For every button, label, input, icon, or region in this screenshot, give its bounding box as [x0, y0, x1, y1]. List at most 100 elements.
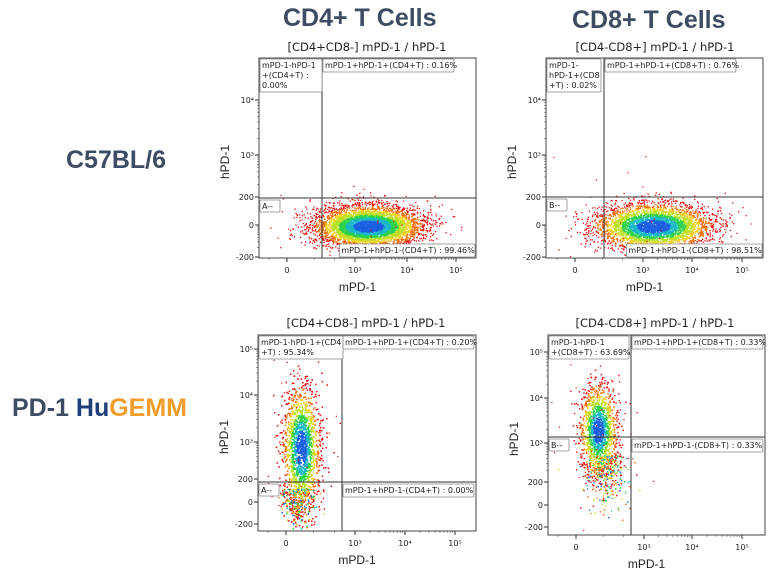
event-dot	[382, 238, 384, 240]
event-dot	[338, 236, 340, 238]
event-dot	[371, 237, 374, 239]
event-dot	[381, 218, 384, 221]
event-dot	[345, 219, 347, 221]
event-dot	[375, 210, 378, 212]
event-dot	[341, 192, 343, 194]
event-dot	[348, 228, 350, 230]
event-dot	[394, 220, 396, 222]
event-dot	[416, 205, 419, 208]
event-dot	[378, 236, 380, 238]
event-dot	[359, 192, 361, 195]
event-dot	[393, 204, 395, 206]
event-dot	[339, 233, 341, 235]
event-dot	[380, 212, 382, 215]
event-dot	[318, 222, 320, 224]
event-dot	[381, 199, 383, 202]
event-dot	[341, 236, 343, 238]
event-dot	[405, 224, 407, 226]
event-dot	[326, 232, 328, 234]
event-dot	[342, 236, 344, 238]
event-dot	[392, 237, 394, 239]
event-dot	[325, 245, 328, 247]
event-dot	[423, 223, 425, 226]
event-dot	[387, 223, 389, 225]
event-dot	[368, 207, 370, 209]
event-dot	[333, 219, 336, 221]
event-dot	[372, 215, 374, 218]
event-dot	[326, 217, 328, 219]
event-dot	[357, 208, 360, 210]
event-dot	[365, 219, 367, 221]
event-dot	[355, 211, 357, 213]
event-dot	[381, 225, 384, 227]
event-dot	[351, 241, 353, 243]
event-dot	[339, 220, 341, 223]
event-dot	[387, 209, 390, 211]
event-dot	[353, 220, 355, 222]
event-dot	[340, 232, 342, 234]
event-dot	[376, 212, 378, 214]
event-dot	[411, 220, 413, 222]
event-dot	[394, 213, 396, 215]
event-dot	[406, 239, 408, 241]
event-dot	[387, 230, 390, 232]
event-dot	[364, 229, 366, 232]
event-dot	[340, 207, 342, 209]
event-dot	[299, 236, 302, 239]
event-dot	[396, 204, 398, 206]
event-dot	[365, 234, 367, 236]
event-dot	[405, 218, 407, 220]
event-dot	[328, 215, 330, 218]
event-dot	[316, 207, 318, 209]
event-dot	[346, 208, 349, 210]
event-dot	[380, 217, 382, 219]
event-dot	[357, 239, 359, 241]
event-dot	[422, 218, 425, 220]
event-dot	[408, 218, 410, 220]
event-dot	[394, 208, 396, 210]
event-dot	[374, 210, 376, 212]
event-dot	[385, 222, 387, 224]
event-dot	[372, 242, 374, 245]
event-dot	[342, 220, 344, 222]
event-dot	[340, 215, 342, 217]
event-dot	[374, 218, 376, 220]
event-dot	[416, 221, 418, 224]
event-dot	[439, 217, 441, 220]
event-dot	[318, 218, 321, 220]
event-dot	[430, 226, 432, 229]
event-dot	[382, 221, 384, 223]
event-dot	[312, 208, 314, 211]
event-dot	[329, 229, 331, 231]
event-dot	[331, 209, 333, 211]
event-dot	[438, 206, 441, 208]
event-dot	[397, 239, 399, 241]
event-dot	[337, 213, 339, 215]
event-dot	[291, 234, 293, 237]
event-dot	[432, 239, 434, 242]
event-dot	[416, 211, 419, 213]
event-dot	[352, 204, 354, 206]
event-dot	[426, 219, 428, 221]
event-dot	[344, 213, 346, 215]
event-dot	[389, 207, 391, 210]
event-dot	[332, 212, 334, 214]
event-dot	[379, 217, 381, 219]
event-dot	[410, 209, 412, 212]
event-dot	[393, 234, 395, 236]
event-dot	[412, 218, 414, 221]
event-dot	[383, 221, 385, 223]
event-dot	[393, 227, 395, 230]
event-dot	[337, 234, 339, 236]
event-dot	[338, 202, 340, 204]
event-dot	[331, 234, 333, 236]
event-dot	[314, 241, 316, 243]
event-dot	[359, 235, 362, 237]
event-dot	[409, 225, 412, 227]
event-dot	[412, 239, 414, 241]
event-dot	[358, 237, 361, 239]
event-dot	[350, 213, 353, 216]
event-dot	[422, 225, 424, 227]
event-dot	[409, 223, 411, 225]
